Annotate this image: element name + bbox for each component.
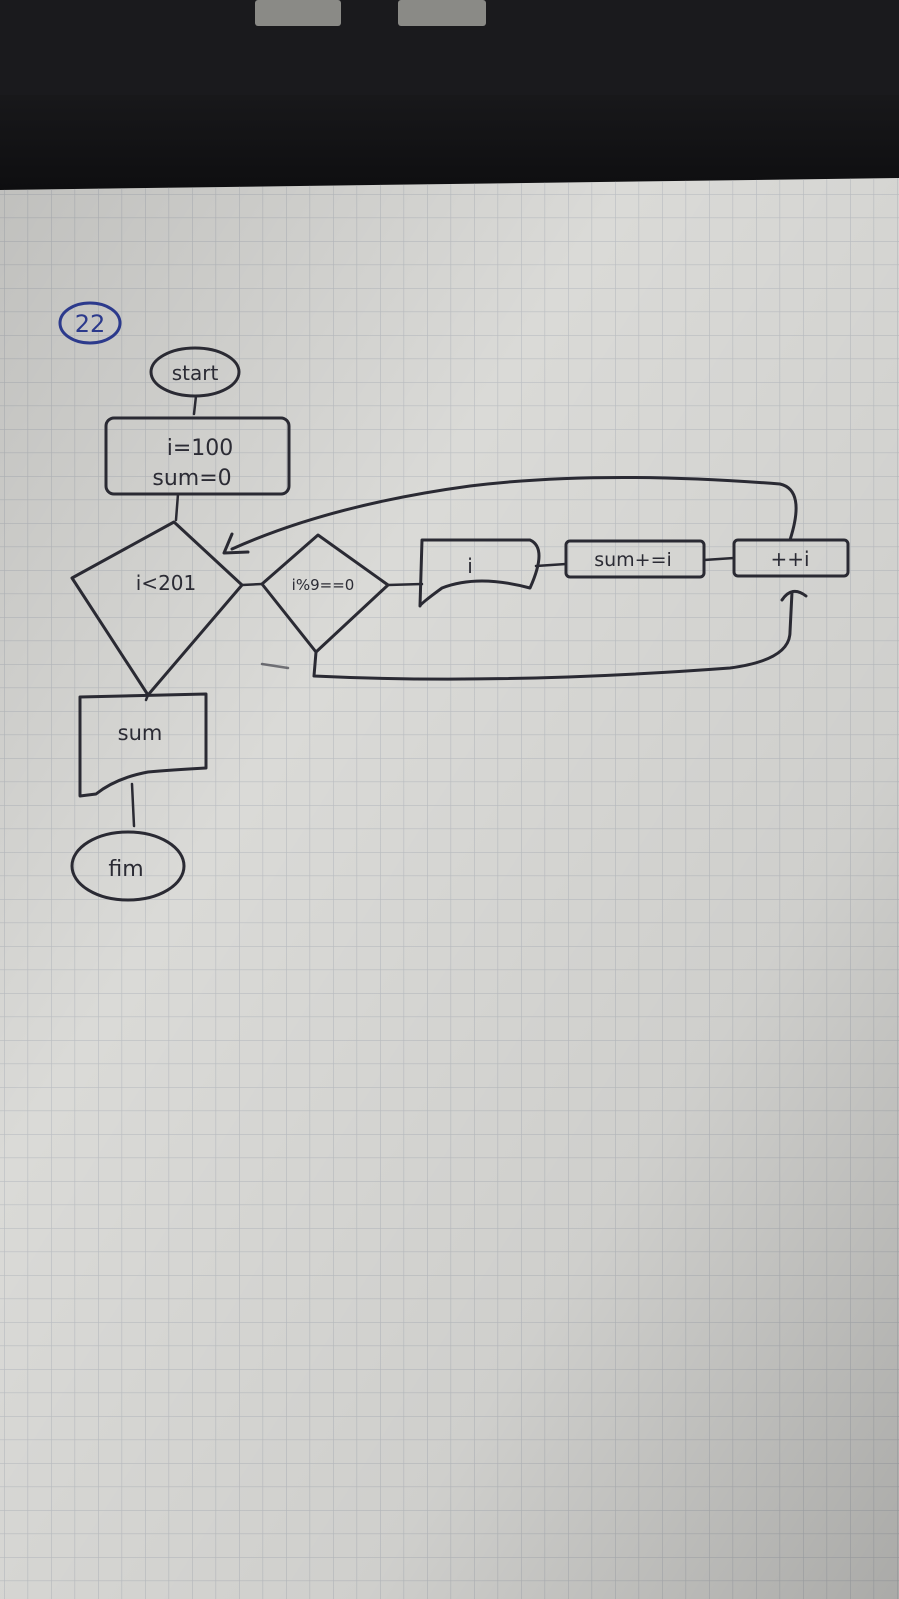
edge-loop-parity — [240, 582, 264, 587]
end-label: fim — [108, 857, 143, 882]
edge-increment-loop — [230, 475, 798, 551]
edge-parity-false-arrowhead — [780, 589, 808, 602]
output-sum-shape — [78, 692, 208, 798]
edge-init-loop — [174, 492, 180, 522]
output-i-label: i — [467, 554, 473, 578]
edge-parity-output — [386, 582, 424, 587]
init-node: i=100 sum=0 — [104, 416, 291, 496]
start-label: start — [172, 361, 219, 385]
init-box — [104, 416, 291, 496]
end-node: fim — [70, 830, 186, 902]
output-sum-label: sum — [118, 721, 163, 745]
parity-condition-label: i%9==0 — [292, 576, 355, 594]
exercise-number: 22 — [75, 310, 106, 338]
edge-start-init — [192, 394, 198, 416]
output-i-node: i — [418, 538, 541, 608]
init-line-1: i=100 — [167, 436, 234, 461]
edge-accumulate-increment — [702, 556, 736, 562]
edge-parity-false — [312, 590, 794, 681]
usb-port-left — [255, 0, 341, 26]
end-oval — [70, 830, 186, 902]
output-sum-node: sum — [78, 692, 208, 798]
increment-label: ++i — [770, 547, 809, 571]
exercise-number-circle — [58, 301, 122, 345]
output-i-shape — [418, 538, 541, 608]
edge-sum-end — [130, 782, 136, 828]
init-line-2: sum=0 — [152, 466, 231, 491]
edge-output-accumulate — [534, 562, 568, 568]
usb-port-right — [398, 0, 486, 26]
stray-mark — [260, 662, 290, 670]
paper-shading — [0, 178, 899, 1599]
accumulate-label: sum+=i — [594, 549, 672, 571]
edge-loop-sum — [144, 693, 150, 702]
edge-increment-loop-arrowhead — [222, 532, 250, 555]
loop-condition-label: i<201 — [136, 571, 197, 595]
